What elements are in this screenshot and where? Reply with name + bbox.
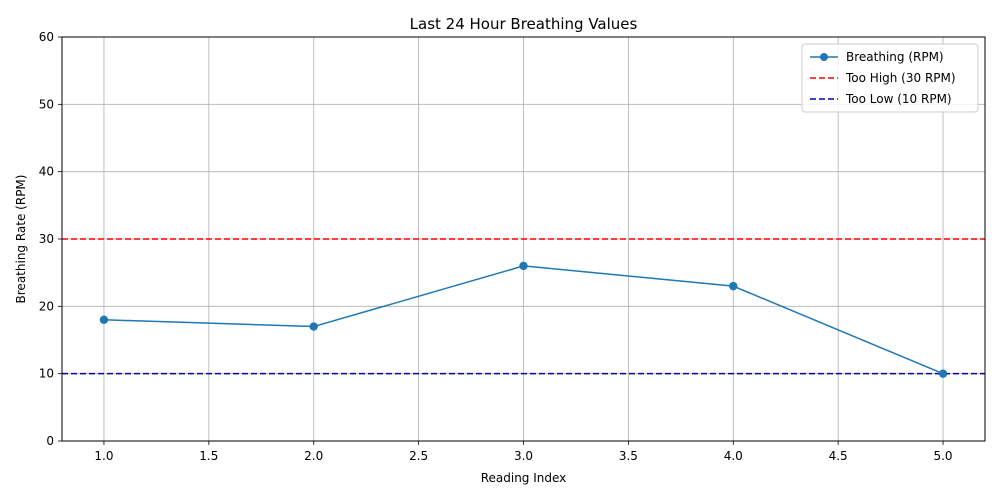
x-tick-label: 4.5 [829,449,848,463]
y-tick-label: 10 [39,367,54,381]
x-tick-label: 5.0 [933,449,952,463]
series-layer [99,261,948,378]
y-tick-label: 50 [39,97,54,111]
data-point [99,315,109,324]
legend-label: Too High (30 RPM) [845,71,956,85]
x-tick-label: 4.0 [724,449,743,463]
legend-marker [820,53,828,61]
legend-label: Breathing (RPM) [846,50,944,64]
x-tick-label: 1.5 [199,449,218,463]
x-tick-label: 1.0 [94,449,113,463]
y-axis-ticks: 0 10 20 30 40 50 60 [39,30,62,448]
x-tick-label: 3.5 [619,449,638,463]
y-tick-label: 60 [39,30,54,44]
y-axis-label: Breathing Rate (RPM) [14,175,28,304]
y-tick-label: 20 [39,299,54,313]
x-tick-label: 2.0 [304,449,323,463]
legend-label: Too Low (10 RPM) [845,92,952,106]
x-tick-label: 3.0 [514,449,533,463]
x-axis-label: Reading Index [481,471,567,485]
legend: Breathing (RPM) Too High (30 RPM) Too Low … [801,43,979,113]
x-axis-ticks: 1.0 1.5 2.0 2.5 3.0 3.5 4.0 4.5 5.0 [94,441,953,463]
threshold-lines [62,238,985,375]
chart-title: Last 24 Hour Breathing Values [410,15,638,33]
data-point [519,261,528,271]
data-point [729,281,738,291]
data-point [938,369,948,378]
y-tick-label: 30 [39,232,54,246]
data-point [309,322,318,331]
x-tick-label: 2.5 [409,449,428,463]
legend-box [801,43,979,113]
y-tick-label: 0 [46,434,54,448]
y-tick-label: 40 [39,165,54,179]
